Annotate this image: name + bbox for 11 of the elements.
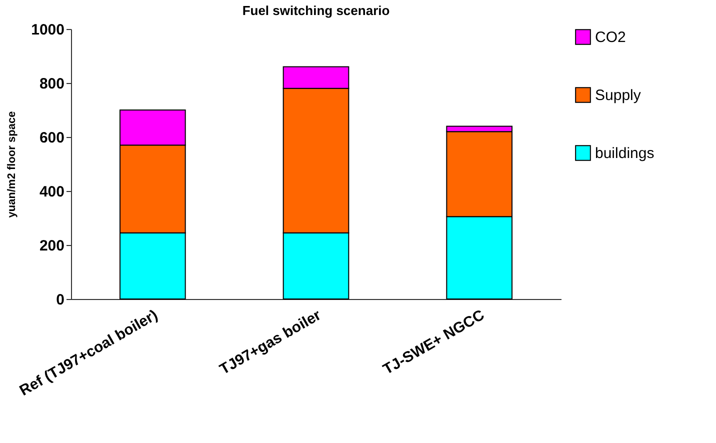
y-axis-title: yuan/m2 floor space: [6, 111, 18, 218]
y-tick-label: 600: [39, 130, 64, 146]
y-tick-label: 400: [39, 184, 64, 200]
legend-label: Supply: [595, 87, 642, 104]
y-tick-label: 800: [39, 76, 64, 92]
legend-label: buildings: [595, 145, 654, 162]
chart-title: Fuel switching scenario: [242, 3, 390, 18]
y-tick-label: 200: [39, 238, 64, 254]
legend-label: CO2: [595, 29, 626, 46]
y-tick-label: 1000: [31, 22, 64, 38]
y-tick-label: 0: [56, 292, 64, 308]
